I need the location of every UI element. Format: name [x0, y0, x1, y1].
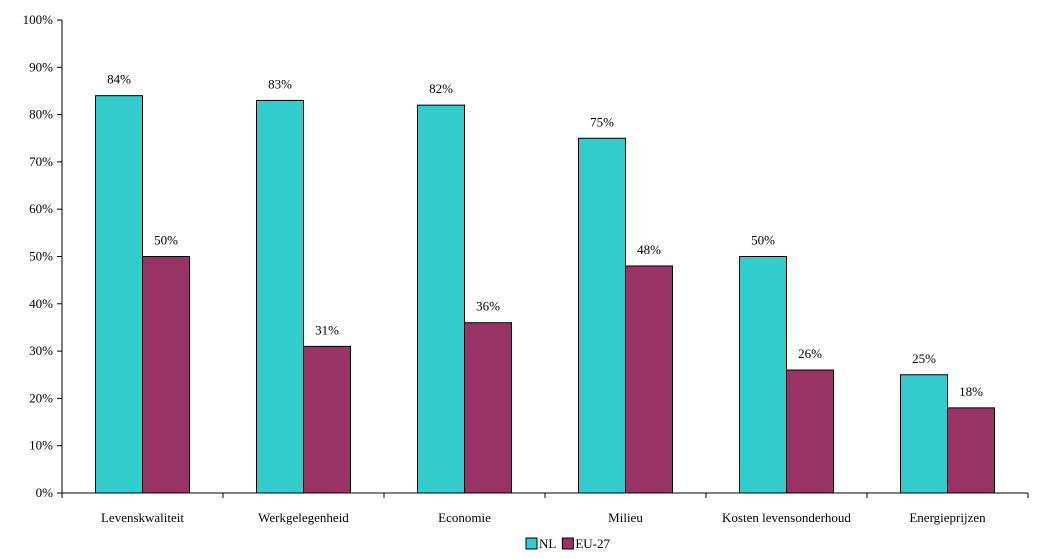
bar-nl [578, 137, 626, 494]
category-label: Kosten levensonderhoud [722, 510, 851, 525]
y-tick-label: 100% [23, 12, 54, 27]
bar-nl [256, 99, 304, 494]
category-label: Energieprijzen [909, 510, 986, 525]
data-label: 50% [154, 233, 178, 248]
legend-swatch-nl [525, 537, 538, 550]
legend-label: EU-27 [575, 536, 610, 551]
data-label: 26% [798, 346, 822, 361]
bar-eu-27 [947, 407, 995, 494]
y-tick-label: 10% [29, 438, 53, 453]
data-label: 31% [315, 322, 339, 337]
data-label: 84% [107, 72, 131, 87]
bars: 84% 50% 83% 31% 82% 36% 75% 48% 50% 26% 25% 18% [95, 72, 995, 494]
bar-nl [417, 104, 465, 494]
y-tick-label: 80% [29, 107, 53, 122]
data-label: 50% [751, 233, 775, 248]
bar-eu-27 [303, 345, 351, 494]
y-tick-label: 60% [29, 201, 53, 216]
x-axis: Levenskwaliteit Werkgelegenheid Economie Mi… [61, 492, 1029, 525]
data-label: 18% [959, 384, 983, 399]
y-axis: 0% 10% 20% 30% 40% 50% 60% 70% 80% 90% 100% [23, 12, 63, 500]
legend-swatch-eu-27 [561, 537, 574, 550]
category-label: Levenskwaliteit [101, 510, 184, 525]
bar-eu-27 [786, 369, 834, 494]
legend: NL EU-27 [525, 536, 611, 551]
category-label: Werkgelegenheid [258, 510, 349, 525]
category-label: Milieu [608, 510, 643, 525]
y-tick-label: 50% [29, 249, 53, 264]
bar-nl [739, 256, 787, 494]
y-tick-label: 0% [36, 485, 54, 500]
data-label: 82% [429, 81, 453, 96]
y-tick-label: 40% [29, 296, 53, 311]
y-tick-label: 20% [29, 390, 53, 405]
category-label: Economie [438, 510, 491, 525]
data-label: 36% [476, 299, 500, 314]
bar-eu-27 [142, 256, 190, 494]
bar-eu-27 [625, 265, 673, 494]
legend-label: NL [539, 536, 556, 551]
data-label: 75% [590, 114, 614, 129]
y-tick-label: 30% [29, 343, 53, 358]
data-label: 25% [912, 351, 936, 366]
bar-nl [900, 374, 948, 494]
y-tick-label: 90% [29, 59, 53, 74]
data-label: 83% [268, 76, 292, 91]
bar-eu-27 [464, 322, 512, 494]
data-label: 48% [637, 242, 661, 257]
y-tick-label: 70% [29, 154, 53, 169]
bar-nl [95, 95, 143, 494]
